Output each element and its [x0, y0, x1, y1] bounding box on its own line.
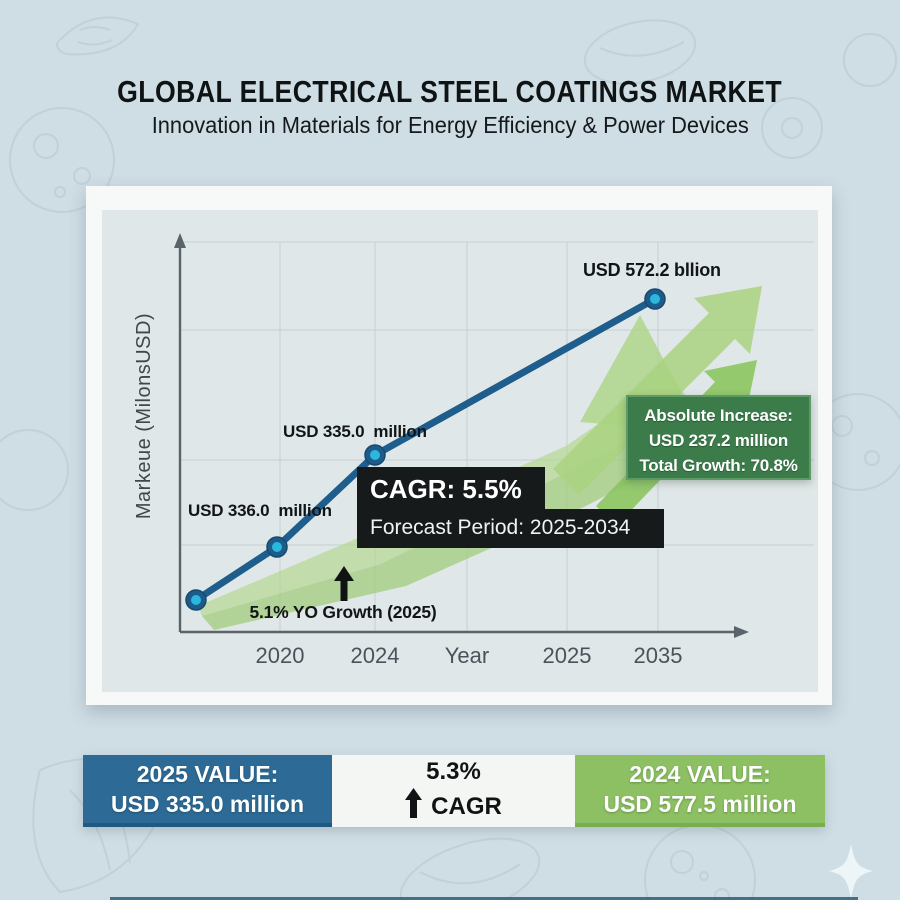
x-axis-arrowhead: [734, 626, 749, 638]
growth-ribbon-light: [198, 374, 694, 616]
x-axis-title: Year: [444, 643, 490, 668]
x-tick-2035: 2035: [633, 643, 683, 668]
x-tick-2020: 2020: [255, 643, 305, 668]
cagr-label: CAGR: [431, 793, 502, 820]
x-tick-2025: 2025: [542, 643, 592, 668]
growth-arrow-large: [553, 286, 762, 495]
page-title: GLOBAL ELECTRICAL STEEL COATINGS MARKET: [117, 74, 783, 109]
data-point-markers: [185, 288, 666, 611]
forecast-period: Forecast Period: 2025-2034: [357, 509, 664, 548]
cagr-panel: 5.3% CAGR: [332, 755, 575, 827]
market-value-line: [192, 295, 659, 604]
yoy-growth-note: 5.1% YO Growth (2025): [249, 602, 437, 622]
cagr-value: CAGR: 5.5%: [357, 467, 545, 511]
value-2024-amount: USD 577.5 million: [603, 791, 797, 817]
cagr-callout: CAGR: 5.5% Forecast Period: 2025-2034: [357, 467, 664, 548]
page-subtitle: Innovation in Materials for Energy Effic…: [151, 112, 749, 138]
total-growth-value: Total Growth: 70.8%: [639, 455, 798, 475]
point-label-2024: USD 335.0 million: [283, 422, 427, 441]
cagr-up-arrow-icon: [405, 787, 423, 827]
absolute-increase-value: USD 237.2 million: [648, 430, 789, 450]
value-2024-panel: 2024 VALUE: USD 577.5 million: [575, 755, 825, 827]
chart-card: Markeue (MilonsUSD) USD 336.0 million US…: [86, 186, 832, 705]
point-label-2035: USD 572.2 bllion: [583, 260, 721, 280]
absolute-increase-title: Absolute Increase:: [644, 406, 793, 425]
x-tick-2024: 2024: [350, 643, 400, 668]
point-label-2020: USD 336.0 million: [188, 501, 332, 520]
up-arrow-icon: [333, 566, 355, 601]
bottom-edge-strip: [110, 897, 858, 900]
sparkle-icon: [826, 842, 876, 900]
y-axis-arrowhead: [174, 233, 186, 248]
value-2024-title: 2024 VALUE:: [629, 760, 771, 787]
absolute-increase-callout: Absolute Increase: USD 237.2 million Tot…: [626, 395, 811, 480]
cagr-percent: 5.3%: [426, 757, 481, 785]
summary-bar: 2025 VALUE: USD 335.0 million 5.3% CAGR …: [83, 755, 825, 827]
y-axis-label: Markeue (MilonsUSD): [133, 312, 155, 520]
axes: [178, 246, 736, 634]
value-2025-amount: USD 335.0 million: [110, 791, 304, 817]
value-2025-panel: 2025 VALUE: USD 335.0 million: [83, 755, 332, 827]
value-2025-title: 2025 VALUE:: [136, 760, 279, 787]
